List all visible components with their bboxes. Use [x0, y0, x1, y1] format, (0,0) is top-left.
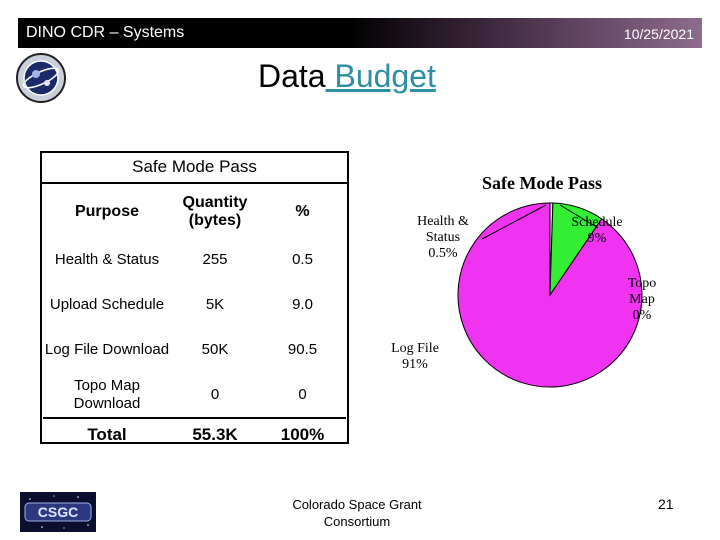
- table-header-row: Purpose Quantity (bytes) %: [43, 186, 346, 237]
- slice-label-schedule: Schedule 9%: [571, 215, 622, 246]
- budget-grid: Purpose Quantity (bytes) % Health & Stat…: [43, 186, 346, 450]
- leader-line: [481, 204, 547, 240]
- footer-org-line1: Colorado Space Grant: [292, 497, 422, 512]
- percent-cell: 0: [298, 385, 307, 403]
- table-row: Topo Map Download 0 0: [43, 372, 346, 418]
- chart-title: Safe Mode Pass: [482, 173, 602, 193]
- total-percent: 100%: [259, 417, 346, 450]
- total-label: Total: [43, 417, 171, 450]
- quantity-cell: 255: [202, 250, 228, 268]
- table-row: Log File Download 50K 90.5: [43, 327, 346, 372]
- pie-slices: [457, 202, 643, 388]
- total-quantity: 55.3K: [171, 417, 259, 450]
- purpose-cell: Topo Map Download: [73, 376, 141, 412]
- purpose-cell: Upload Schedule: [49, 295, 165, 313]
- table-row: Health & Status 255 0.5: [43, 237, 346, 282]
- slide-title-text: Data: [258, 58, 326, 94]
- slide-title: Data Budget: [258, 58, 436, 95]
- slice-label-log-file: Log File 91%: [391, 341, 439, 372]
- quantity-cell: 5K: [205, 295, 225, 313]
- page-number: 21: [658, 496, 674, 512]
- footer-org-line2: Consortium: [323, 514, 391, 529]
- footer-organization: Colorado Space Grant Consortium: [280, 496, 434, 530]
- table-total-row: Total 55.3K 100%: [43, 417, 346, 450]
- pie-labels: Health & Status 0.5% Schedule 9% Topo Map 0% Log…: [391, 204, 657, 372]
- data-budget-table: Safe Mode Pass Purpose Quantity (bytes) …: [40, 151, 349, 450]
- slice-label-topo-map: Topo Map 0%: [628, 276, 657, 323]
- slice-label-health-status: Health & Status 0.5%: [417, 214, 469, 261]
- mission-logo-icon: [16, 53, 66, 103]
- percent-cell: 0.5: [292, 250, 313, 268]
- quantity-cell: 50K: [201, 340, 229, 358]
- table-divider: [42, 182, 347, 184]
- header-banner: DINO CDR – Systems 10/25/2021: [18, 18, 702, 48]
- percent-cell: 90.5: [287, 340, 318, 358]
- pie-slice-log-file: [457, 202, 643, 388]
- purpose-cell: Log File Download: [44, 340, 170, 358]
- percent-cell: 9.0: [292, 295, 313, 313]
- presentation-title: DINO CDR – Systems: [26, 24, 185, 41]
- column-header: %: [295, 202, 310, 220]
- column-header: Purpose: [74, 202, 139, 220]
- table-caption: Safe Mode Pass: [132, 157, 257, 176]
- presentation-date: 10/25/2021: [623, 26, 694, 42]
- safe-mode-pie-chart: Safe Mode Pass Health & Status 0.5% Schedul…: [391, 173, 657, 388]
- table-row: Upload Schedule 5K 9.0: [43, 282, 346, 327]
- csgc-logo-text: CSGC: [38, 504, 78, 520]
- purpose-cell: Health & Status: [54, 250, 160, 268]
- quantity-cell: 0: [210, 385, 220, 403]
- leader-line: [559, 204, 599, 229]
- column-header: Quantity (bytes): [182, 193, 248, 229]
- slide-title-link[interactable]: Budget: [325, 58, 436, 94]
- csgc-logo-icon: CSGC: [20, 492, 96, 532]
